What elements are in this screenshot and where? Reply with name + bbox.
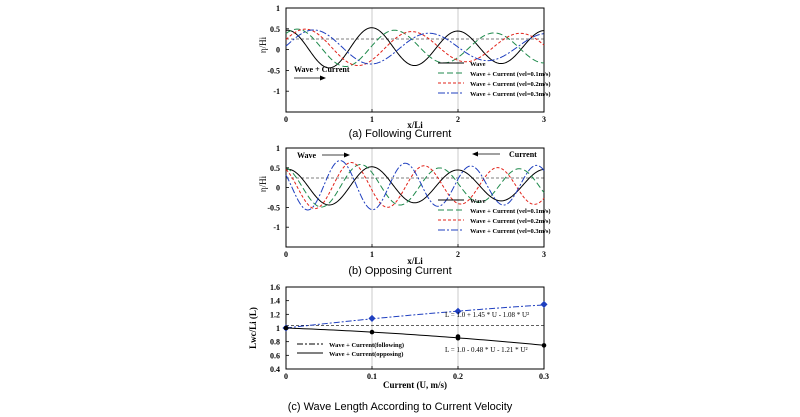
- chart-wave-length-vs-current: 1.6 1.4 1.2 1 0.8 0.6 0.4 0 0.1 0.2 0.3 Lwc/Li (L…: [248, 283, 549, 413]
- chart-a-legend-label-3: Wave + Current (vel=0.3m/s): [470, 91, 551, 98]
- chart-b-annotation-wave-arrow: [322, 152, 350, 158]
- chart-b-series-0: [285, 166, 545, 206]
- chart-a-annotation-arrow: [294, 75, 326, 81]
- chart-a-x-tick-label-2: 2: [456, 115, 460, 124]
- chart-b-annotation-current-arrow: [472, 151, 500, 157]
- chart-b-y-axis-label: η/Hi: [258, 175, 268, 192]
- chart-b-x-tick-label-1: 1: [370, 250, 374, 259]
- chart-b-legend: Wave Wave + Current (vel=0.1m/s) Wave + Cu…: [438, 198, 551, 235]
- chart-a-y-axis-label: η/Hi: [258, 36, 268, 53]
- chart-b-y-tick-label-3: -0.5: [267, 203, 280, 212]
- chart-b-legend-label-3: Wave + Current (vel=0.3m/s): [470, 228, 551, 235]
- chart-c-plot-frame: [285, 286, 545, 370]
- chart-c-y-tick-label-4: 0.8: [270, 338, 280, 347]
- chart-c-x-tick-label-1: 0.1: [367, 372, 377, 381]
- chart-c-point-1-1: [369, 329, 375, 335]
- chart-a-y-tick-label-0: 1: [276, 4, 280, 13]
- chart-c-caption: (c) Wave Length According to Current Vel…: [288, 401, 513, 413]
- chart-a-x-tick-label-3: 3: [542, 115, 546, 124]
- chart-c-point-1-4: [541, 343, 547, 348]
- chart-c-gridlines: [371, 287, 459, 369]
- chart-c-y-tick-label-5: 0.6: [270, 351, 280, 360]
- chart-c-y-tick-label-3: 1: [276, 324, 280, 333]
- chart-c-x-tick-label-0: 0: [284, 372, 288, 381]
- chart-b-y-tick-label-2: 0: [276, 184, 280, 193]
- chart-c-point-0-1: [368, 314, 376, 322]
- chart-b-x-tick-label-0: 0: [284, 250, 288, 259]
- chart-b-y-tick-label-1: 0.5: [270, 164, 280, 173]
- chart-c-x-tick-label-3: 0.3: [539, 372, 549, 381]
- chart-b-x-ticks: 0 1 2 3: [284, 244, 546, 259]
- chart-b-annotation-current: Current: [509, 150, 537, 159]
- chart-a-series-2: [285, 28, 545, 67]
- chart-b-series-1: [285, 164, 545, 208]
- chart-a-series-3: [285, 29, 545, 65]
- chart-a-x-tick-label-0: 0: [284, 115, 288, 124]
- chart-a-y-tick-label-3: -0.5: [267, 66, 280, 75]
- chart-a-legend-label-1: Wave + Current (vel=0.1m/s): [470, 71, 551, 78]
- chart-a-x-ticks: 0 1 2 3: [284, 109, 546, 124]
- chart-c-point-1-3: [455, 335, 461, 341]
- chart-b-caption: (b) Opposing Current: [348, 265, 451, 277]
- chart-c-point-0-3: [540, 300, 548, 308]
- chart-c-x-ticks: 0 0.1 0.2 0.3: [284, 366, 549, 381]
- chart-c-legend-label-0: Wave + Current(following): [329, 342, 404, 349]
- chart-c-fit-line-1: [285, 327, 545, 346]
- chart-c-equation-opposing: L = 1.0 - 0.48 * U - 1.21 * U²: [445, 346, 528, 354]
- chart-c-y-tick-label-0: 1.6: [270, 283, 280, 292]
- chart-c-point-0-2: [454, 307, 462, 315]
- chart-c-y-ticks: 1.6 1.4 1.2 1 0.8 0.6 0.4: [270, 283, 289, 374]
- chart-a-x-tick-label-1: 1: [370, 115, 374, 124]
- chart-a-y-tick-label-4: -1: [273, 87, 280, 96]
- chart-a-x-axis-label: x/Li: [407, 120, 423, 130]
- chart-b-y-tick-label-4: -1: [273, 223, 280, 232]
- chart-c-y-tick-label-2: 1.2: [270, 310, 280, 319]
- chart-a-plot-frame: [285, 7, 545, 113]
- chart-b-gridlines: [371, 148, 459, 247]
- chart-b-series-2: [285, 162, 545, 210]
- chart-c-legend: Wave + Current(following) Wave + Current(…: [297, 342, 404, 358]
- chart-a-series-group: [285, 27, 545, 69]
- chart-b-series-group: [285, 160, 545, 211]
- chart-a-gridlines: [371, 8, 459, 112]
- chart-c-x-axis-label: Current (U, m/s): [383, 380, 447, 390]
- chart-b-plot-frame: [285, 147, 545, 248]
- chart-c-legend-label-1: Wave + Current(opposing): [329, 351, 403, 358]
- chart-b-x-tick-label-3: 3: [542, 250, 546, 259]
- chart-c-y-tick-label-1: 1.4: [270, 297, 280, 306]
- chart-b-x-tick-label-2: 2: [456, 250, 460, 259]
- chart-a-legend-label-0: Wave: [470, 61, 486, 68]
- chart-c-y-axis-label: Lwc/Li (L): [248, 307, 258, 349]
- chart-a-y-tick-label-1: 0.5: [270, 25, 280, 34]
- chart-c-x-tick-label-2: 0.2: [453, 372, 463, 381]
- chart-a-series-1: [285, 28, 545, 67]
- chart-c-series-group: [282, 300, 548, 348]
- chart-b-legend-label-1: Wave + Current (vel=0.1m/s): [470, 208, 551, 215]
- chart-a-series-0: [285, 27, 545, 69]
- chart-a-legend-label-2: Wave + Current (vel=0.2m/s): [470, 81, 551, 88]
- chart-c-equation-following: L = 1.0 + 1.45 * U - 1.08 * U²: [445, 311, 529, 319]
- chart-following-current: 1 0.5 0 -0.5 -1 0 1 2 3 η/Hi x/Li Wave + Curren…: [258, 4, 551, 140]
- chart-b-series-3: [285, 160, 545, 211]
- chart-a-annotation-label: Wave + Current: [294, 65, 350, 74]
- chart-b-x-axis-label: x/Li: [407, 256, 423, 266]
- chart-a-legend: Wave Wave + Current (vel=0.1m/s) Wave + Cu…: [438, 61, 551, 98]
- chart-b-legend-label-0: Wave: [470, 198, 486, 205]
- chart-b-y-ticks: 1 0.5 0 -0.5 -1: [267, 144, 289, 232]
- chart-a-y-tick-label-2: 0: [276, 46, 280, 55]
- chart-c-y-tick-label-6: 0.4: [270, 365, 280, 374]
- chart-c-fit-line-0: [285, 304, 545, 329]
- chart-b-y-tick-label-0: 1: [276, 144, 280, 153]
- chart-a-y-ticks: 1 0.5 0 -0.5 -1: [267, 4, 289, 96]
- chart-a-caption: (a) Following Current: [349, 128, 452, 140]
- chart-b-annotation-wave: Wave: [297, 151, 317, 160]
- chart-b-legend-label-2: Wave + Current (vel=0.2m/s): [470, 218, 551, 225]
